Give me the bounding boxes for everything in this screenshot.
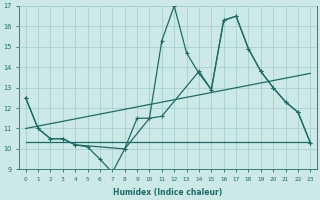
X-axis label: Humidex (Indice chaleur): Humidex (Indice chaleur) xyxy=(113,188,223,197)
